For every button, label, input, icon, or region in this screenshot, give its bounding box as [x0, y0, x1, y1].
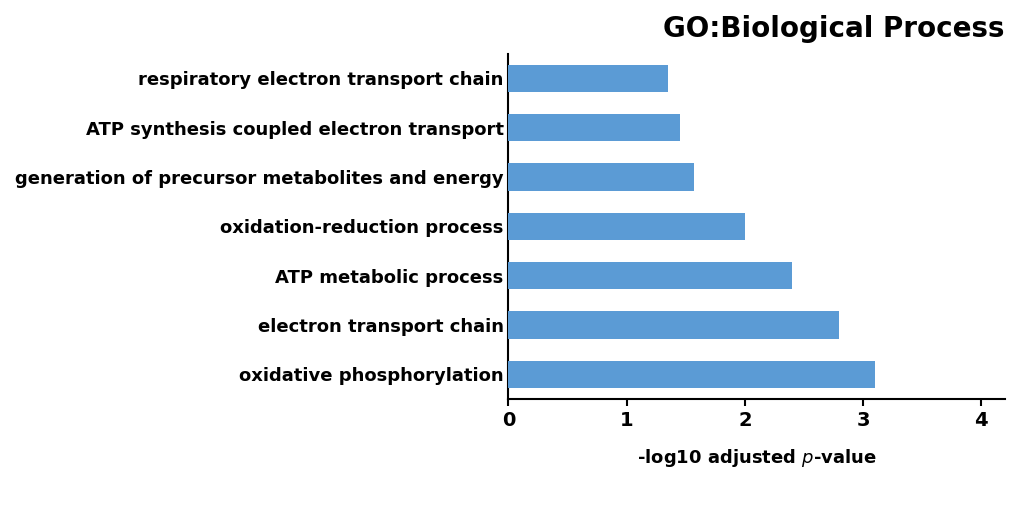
Text: GO:Biological Process: GO:Biological Process	[662, 15, 1004, 43]
Bar	[508, 114, 680, 141]
Bar	[508, 163, 693, 191]
Bar	[508, 311, 839, 339]
Bar	[508, 65, 667, 92]
Bar	[508, 361, 874, 388]
Bar	[508, 262, 792, 289]
Bar	[508, 213, 744, 240]
Text: -log10 adjusted $\mathit{p}$-value: -log10 adjusted $\mathit{p}$-value	[636, 447, 876, 470]
